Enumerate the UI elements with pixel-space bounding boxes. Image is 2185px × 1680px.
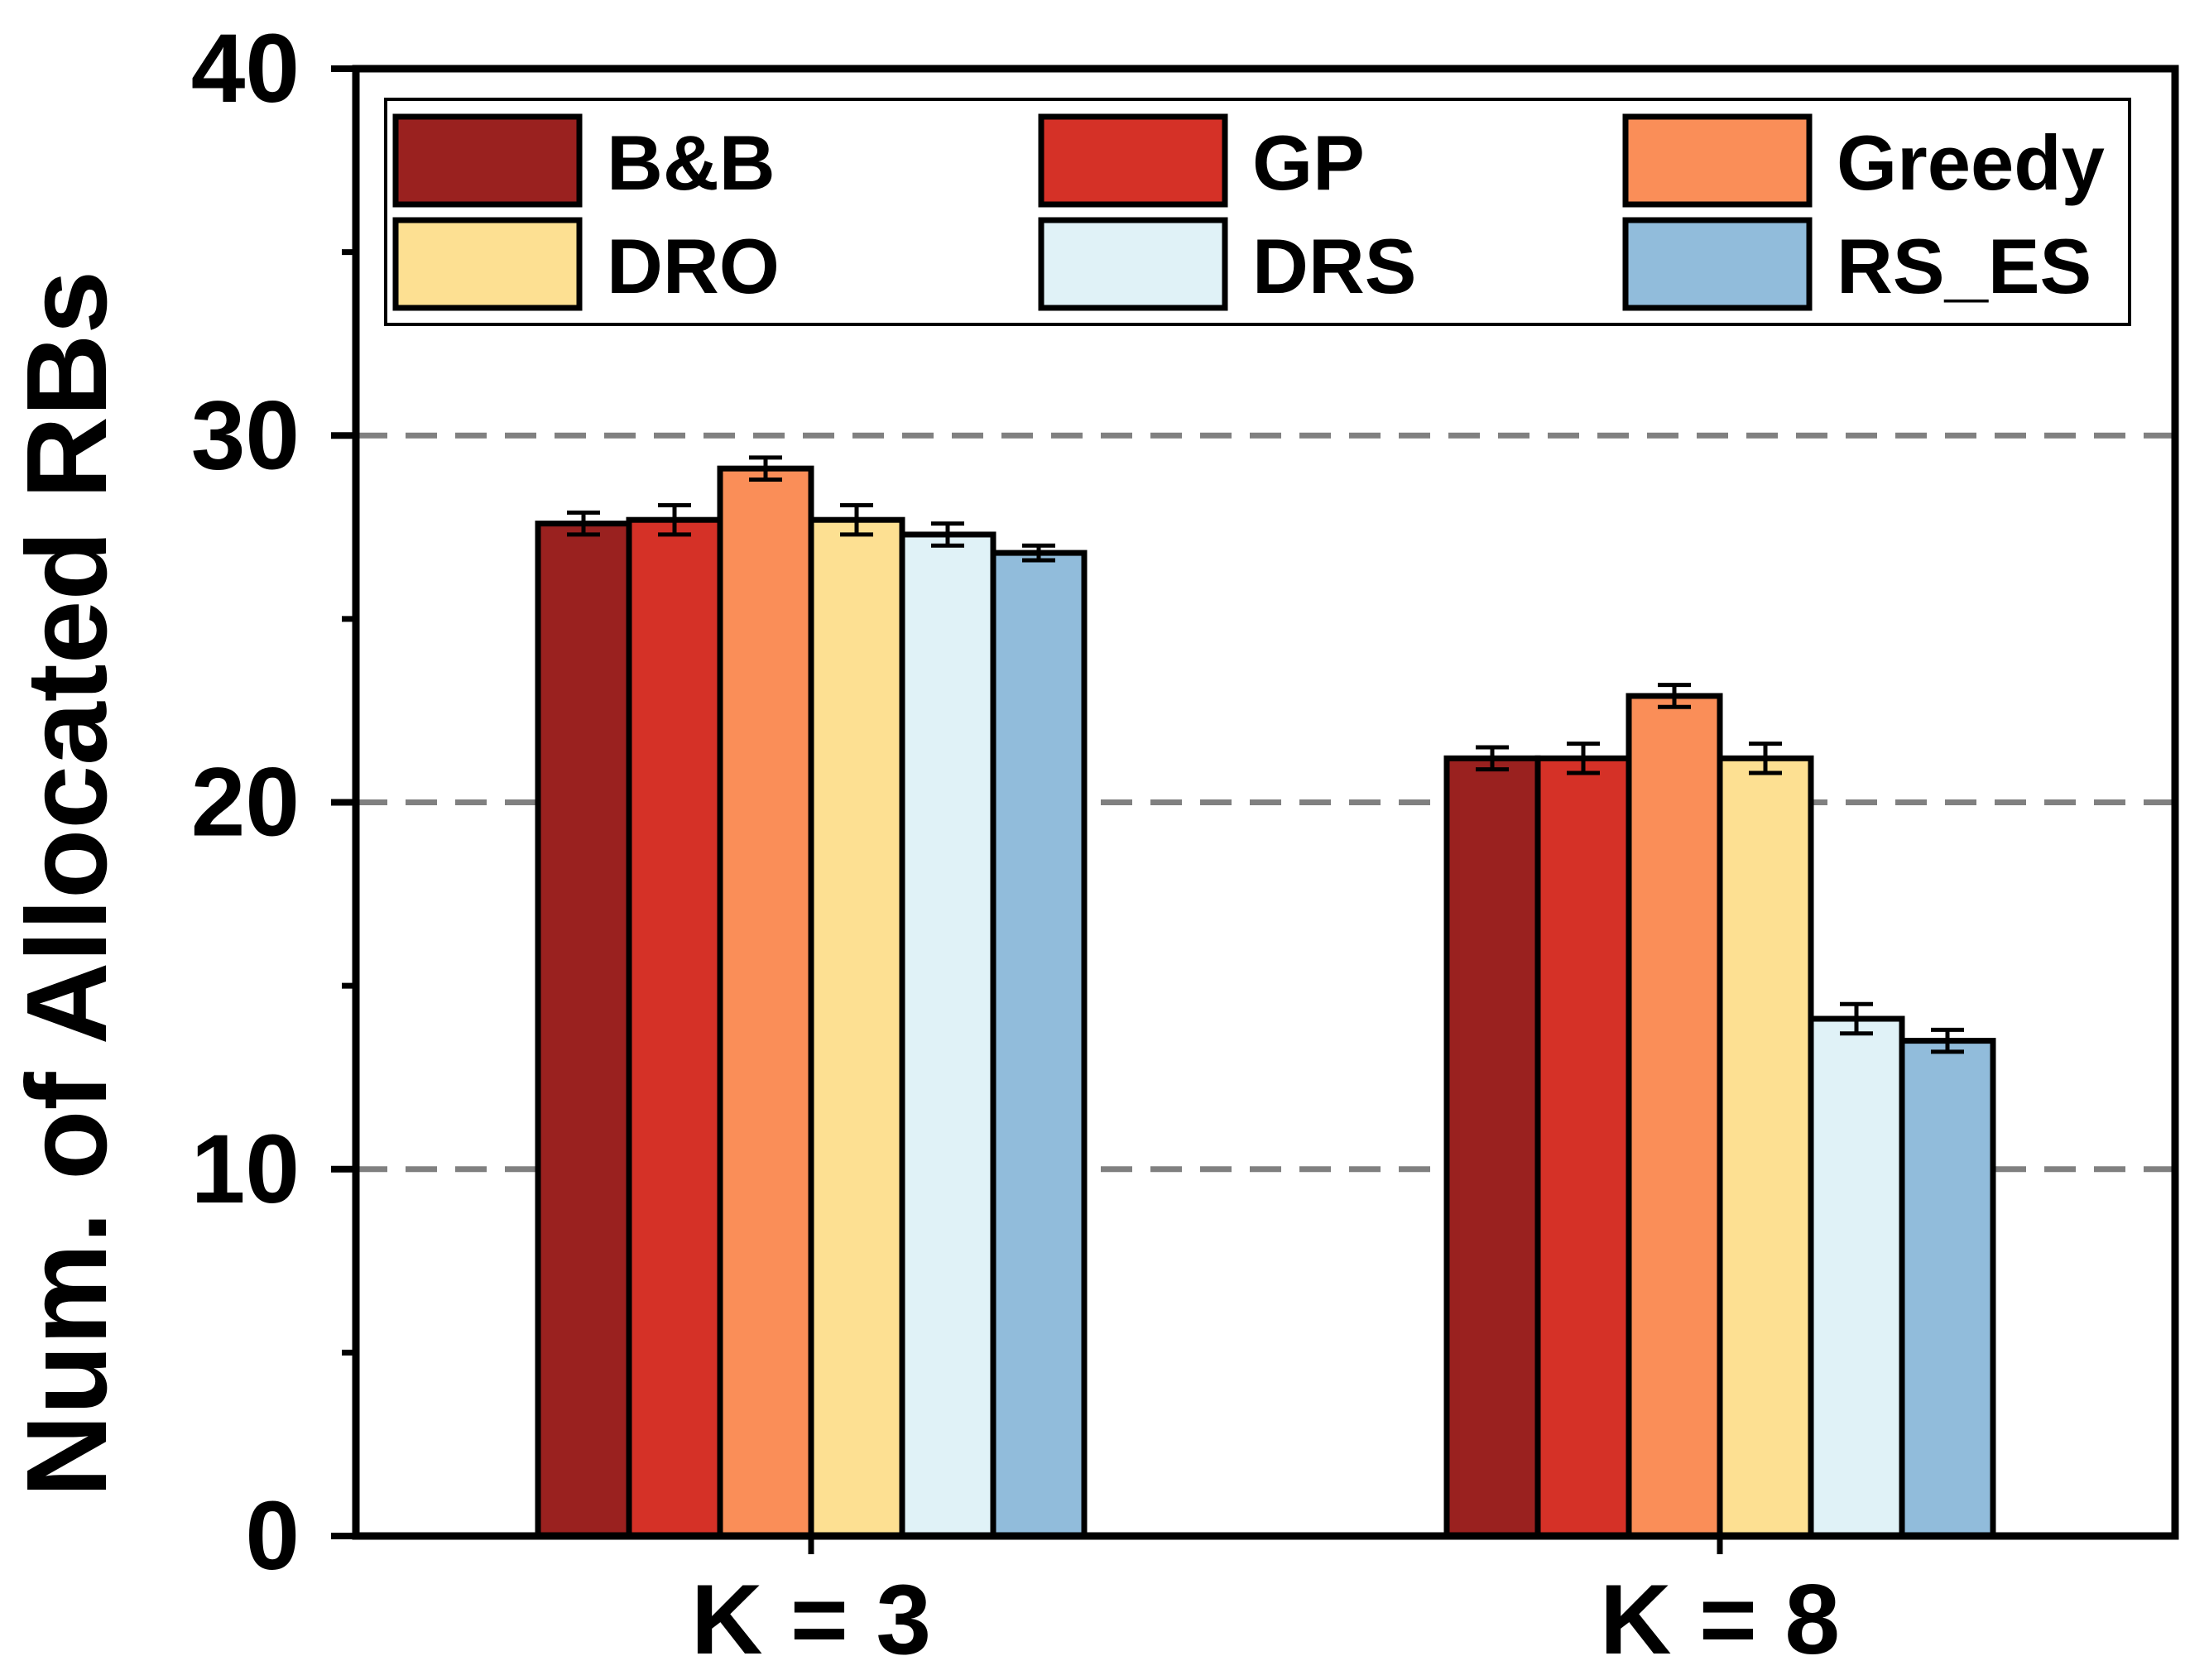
legend-label: DRO: [607, 223, 780, 310]
legend-label: Greedy: [1837, 119, 2105, 206]
bar-gp-k3: [626, 516, 723, 1539]
legend-box: [384, 98, 2131, 326]
legend-label: B&B: [607, 119, 776, 206]
y-tick-label: 40: [191, 14, 300, 123]
legend-swatch-greedy: [1622, 113, 1813, 208]
y-tick-label: 20: [191, 748, 300, 857]
bars: [535, 455, 1996, 1539]
bar-dro-k3: [808, 516, 905, 1539]
legend: B&B GP Greedy DRO DRS RS_ES: [384, 98, 2131, 326]
bar-dro-k8: [1717, 755, 1814, 1539]
bar-drs-k3: [899, 531, 996, 1539]
plot-frame: [352, 65, 2179, 1540]
y-axis-label: Num. of Allocated RBs: [3, 271, 131, 1497]
x-tick-label: K = 3: [691, 1564, 931, 1675]
legend-swatch-b-b: [392, 113, 583, 208]
bar-greedy-k8: [1626, 693, 1723, 1539]
legend-swatch-drs: [1038, 217, 1228, 311]
x-tick-label: K = 8: [1600, 1564, 1840, 1675]
y-tick-label: 10: [191, 1115, 300, 1224]
bar-rs-es-k8: [1899, 1038, 1996, 1539]
bar-gp-k8: [1534, 755, 1632, 1539]
legend-label: RS_ES: [1837, 223, 2091, 310]
legend-label: GP: [1252, 119, 1365, 206]
bar-rs-es-k3: [990, 550, 1088, 1539]
bar-drs-k8: [1808, 1015, 1905, 1539]
bar-b-b-k3: [535, 521, 632, 1539]
legend-swatch-gp: [1038, 113, 1228, 208]
bar-b-b-k8: [1443, 755, 1541, 1539]
legend-label: DRS: [1252, 223, 1416, 310]
legend-swatch-rs-es: [1622, 217, 1813, 311]
bar-greedy-k3: [717, 465, 814, 1539]
axes: K = 3 K = 8 0 10 20 30 40: [191, 14, 2179, 1675]
y-tick-label: 0: [245, 1481, 300, 1591]
y-tick-label: 30: [191, 381, 300, 490]
legend-swatch-dro: [392, 217, 583, 311]
